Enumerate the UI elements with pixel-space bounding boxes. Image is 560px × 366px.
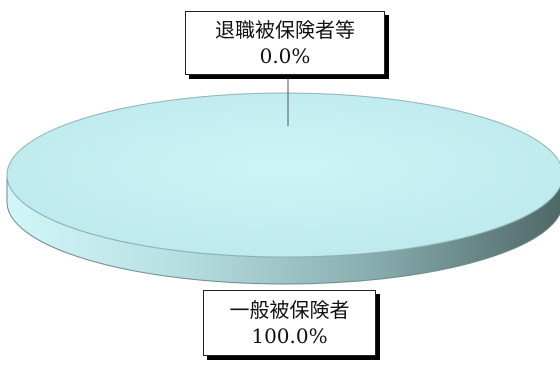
pie-slices: [6, 92, 560, 285]
slice-label-retired-insured: 退職被保険者等 0.0%: [185, 11, 385, 75]
slice-label-name: 一般被保険者: [229, 298, 350, 322]
pie-slice-1: [6, 92, 560, 258]
slice-label-value: 0.0%: [259, 44, 311, 68]
slice-label-general-insured: 一般被保険者 100.0%: [203, 290, 376, 356]
slice-label-name: 退職被保険者等: [215, 18, 355, 42]
slice-label-value: 100.0%: [251, 324, 328, 348]
